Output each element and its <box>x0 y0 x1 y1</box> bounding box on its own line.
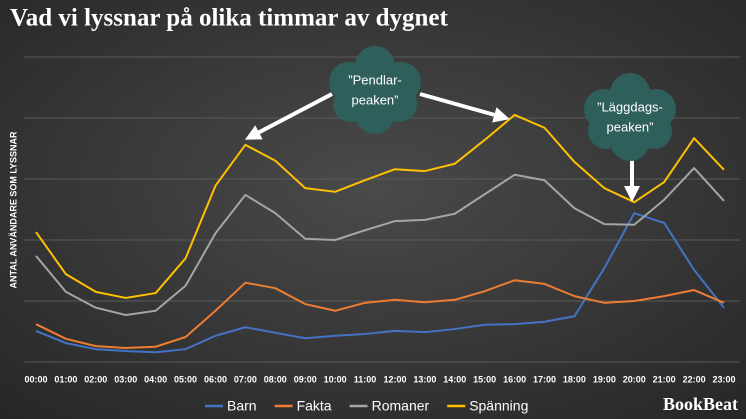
annotation-text: ”Pendlar- <box>348 72 401 87</box>
y-axis-label: ANTAL ANVÄNDARE SOM LYSSNAR <box>8 131 18 289</box>
x-tick-label: 19:00 <box>593 374 616 384</box>
x-tick-label: 05:00 <box>174 374 197 384</box>
x-tick-label: 12:00 <box>383 374 406 384</box>
x-tick-label: 22:00 <box>683 374 706 384</box>
x-tick-label: 20:00 <box>623 374 646 384</box>
x-tick-label: 13:00 <box>413 374 436 384</box>
x-tick-label: 18:00 <box>563 374 586 384</box>
x-tick-label: 17:00 <box>533 374 556 384</box>
annotation-text: peaken” <box>607 119 654 134</box>
x-tick-label: 10:00 <box>324 374 347 384</box>
annotation-cloud <box>610 121 650 161</box>
legend-label: Fakta <box>297 398 332 414</box>
annotation-arrow <box>244 92 333 140</box>
series-line <box>35 167 725 317</box>
annotation: ”Pendlar-peaken” <box>244 46 510 140</box>
chart-title: Vad vi lyssnar på olika timmar av dygnet <box>10 5 448 32</box>
x-tick-label: 23:00 <box>712 374 735 384</box>
series-line <box>35 212 725 354</box>
annotation: ”Läggdags-peaken” <box>584 73 676 202</box>
annotation-text: ”Läggdags- <box>597 99 663 114</box>
series-line <box>35 279 725 349</box>
x-tick-label: 04:00 <box>144 374 167 384</box>
annotation-arrow <box>419 92 510 123</box>
x-tick-label: 09:00 <box>294 374 317 384</box>
legend-label: Spänning <box>469 398 528 414</box>
x-tick-label: 16:00 <box>503 374 526 384</box>
annotation-cloud <box>355 46 395 86</box>
brand-logo: BookBeat <box>663 394 738 414</box>
x-tick-label: 21:00 <box>653 374 676 384</box>
x-tick-label: 15:00 <box>473 374 496 384</box>
x-tick-label: 00:00 <box>24 374 47 384</box>
legend-label: Barn <box>227 398 257 414</box>
x-tick-label: 14:00 <box>443 374 466 384</box>
annotation-cloud <box>355 94 395 134</box>
annotation-cloud <box>610 73 650 113</box>
x-tick-label: 02:00 <box>84 374 107 384</box>
x-tick-label: 08:00 <box>264 374 287 384</box>
x-tick-label: 03:00 <box>114 374 137 384</box>
annotation-text: peaken” <box>352 92 399 107</box>
legend-label: Romaner <box>372 398 430 414</box>
x-tick-label: 07:00 <box>234 374 257 384</box>
x-tick-label: 06:00 <box>204 374 227 384</box>
x-tick-label: 01:00 <box>54 374 77 384</box>
series-line <box>35 113 725 299</box>
x-tick-label: 11:00 <box>354 374 377 384</box>
